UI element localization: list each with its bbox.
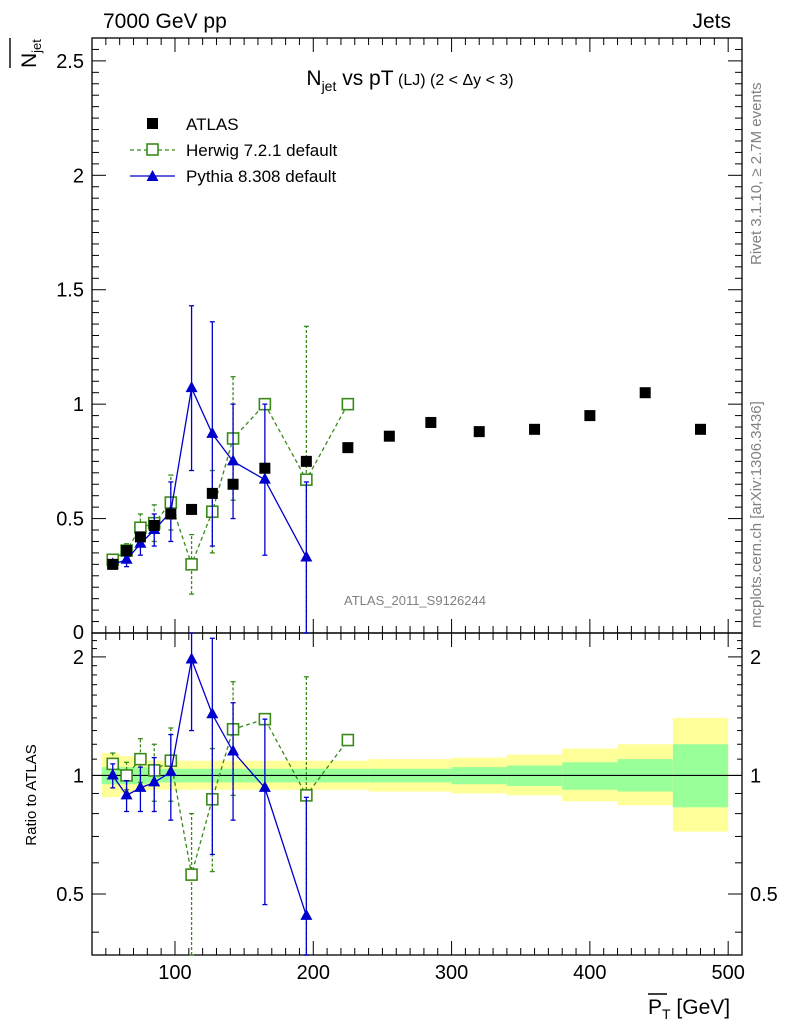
ratio-pythia-point <box>134 780 147 792</box>
y-tick-label: 0.5 <box>56 509 84 531</box>
top-atlas-point <box>227 478 239 490</box>
top-herwig-point <box>185 558 198 571</box>
y-tick-label: 2 <box>73 165 84 187</box>
y-tick-label: 0 <box>73 622 84 644</box>
ratio-pythia-point <box>206 707 219 719</box>
ratio-pythia-point <box>227 744 240 756</box>
legend-herwig-label: Herwig 7.2.1 default <box>186 141 337 160</box>
top-atlas-point <box>342 442 354 454</box>
x-tick-label: 100 <box>158 962 191 984</box>
x-tick-label: 300 <box>435 962 468 984</box>
top-atlas-point <box>134 531 146 543</box>
ylabel-text: Njet <box>18 39 44 68</box>
title-small: (LJ) (2 < Δy < 3) <box>394 72 514 89</box>
x-tick-label: 500 <box>711 962 744 984</box>
ratio-pythia-point <box>185 652 198 664</box>
y-tick-label: 1.5 <box>56 280 84 302</box>
y-tick-label: 1 <box>73 394 84 416</box>
bottom-frame <box>91 632 743 956</box>
ratio-pythia-point <box>300 908 313 920</box>
title-main: N <box>306 67 321 90</box>
top-atlas-point <box>165 508 177 520</box>
top-atlas-point <box>584 410 596 422</box>
top-atlas-point <box>206 487 218 499</box>
ratio-herwig-point <box>185 868 198 881</box>
top-atlas-point <box>259 462 271 474</box>
legend-atlas-label: ATLAS <box>186 115 239 134</box>
analysis-watermark: ATLAS_2011_S9126244 <box>344 593 486 608</box>
top-atlas-point <box>695 423 707 435</box>
top-atlas-point <box>473 426 485 438</box>
ticks-layer: 100 200 300 400 500 0.5 1 1.5 2 2.5 0 0.5 0.5 1 1 2 2 <box>56 37 778 984</box>
ratio-herwig-point <box>120 769 133 782</box>
top-atlas-point <box>639 387 651 399</box>
title-sub: jet <box>321 78 337 94</box>
top-pythia-point <box>300 550 313 562</box>
ratio-y-tick-label-right: 2 <box>750 647 761 669</box>
legend-pythia-label: Pythia 8.308 default <box>186 167 337 186</box>
ratio-herwig-point <box>341 733 355 747</box>
header-left: 7000 GeV pp <box>103 10 227 33</box>
top-atlas-point <box>529 423 541 435</box>
top-atlas-point <box>300 455 312 467</box>
legend-pythia-marker <box>146 170 159 181</box>
ratio-pythia-line <box>112 657 307 917</box>
rivet-label: Rivet 3.1.10, ≥ 2.7M events <box>748 83 765 266</box>
series-layer <box>106 305 707 956</box>
ratio-pythia-point <box>120 788 133 800</box>
xlabel-text: PT [GeV] <box>648 996 730 1022</box>
top-atlas-point <box>425 416 437 428</box>
x-tick-label: 400 <box>573 962 606 984</box>
ratio-y-tick-label-left: 0.5 <box>56 884 84 906</box>
legend-herwig-marker <box>146 143 159 156</box>
ratio-herwig-point <box>134 752 147 766</box>
ratio-ylabel: Ratio to ATLAS <box>23 744 40 845</box>
ratio-y-tick-label-right: 1 <box>750 765 761 787</box>
top-pythia-point <box>227 454 240 466</box>
header-right: Jets <box>692 10 731 33</box>
legend-atlas-marker <box>147 118 158 129</box>
x-tick-label: 200 <box>297 962 330 984</box>
top-atlas-point <box>186 503 198 515</box>
main-title: Njet vs pT (LJ) (2 < Δy < 3) <box>306 67 513 94</box>
mcplots-label: mcplots.cern.ch [arXiv:1306.3436] <box>748 401 765 628</box>
ratio-pythia-point <box>106 768 119 780</box>
ratio-y-tick-label-right: 0.5 <box>750 884 778 906</box>
legend: ATLAS Herwig 7.2.1 default Pythia 8.308 … <box>130 115 337 186</box>
top-pythia-point <box>120 552 133 564</box>
xlabel: PT [GeV] <box>648 993 730 1022</box>
top-atlas-point <box>107 558 119 570</box>
title-rest: vs pT <box>336 67 393 90</box>
top-atlas-point <box>121 545 133 557</box>
top-pythia-point <box>206 426 219 438</box>
top-pythia-point <box>258 472 271 484</box>
top-pythia-line <box>112 385 307 565</box>
ratio-pythia-point <box>258 780 271 792</box>
ratio-y-tick-label-left: 1 <box>73 765 84 787</box>
top-ylabel: Njet <box>9 38 44 68</box>
top-atlas-point <box>383 430 395 442</box>
top-atlas-point <box>148 519 160 531</box>
ratio-pythia-point <box>148 775 161 787</box>
top-herwig-point <box>341 397 355 411</box>
ylabel-sub: jet <box>29 39 44 54</box>
top-pythia-point <box>185 381 198 393</box>
ratio-y-tick-label-left: 2 <box>73 647 84 669</box>
y-tick-label: 2.5 <box>56 51 84 73</box>
ratio-bands-layer <box>92 717 742 832</box>
ratio-pythia-point <box>164 765 177 777</box>
